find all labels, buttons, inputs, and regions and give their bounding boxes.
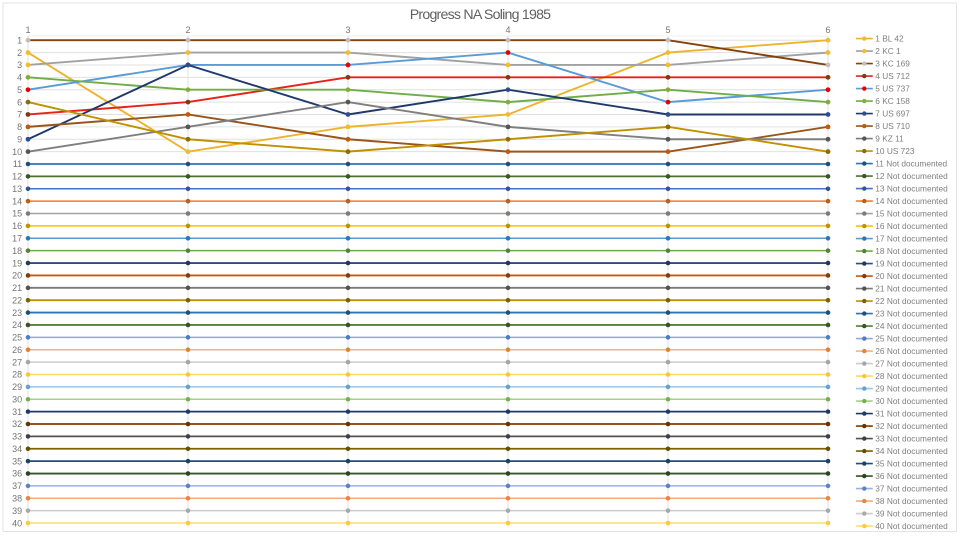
- svg-text:20 Not documented: 20 Not documented: [875, 271, 948, 281]
- svg-text:32 Not documented: 32 Not documented: [875, 421, 948, 431]
- svg-text:25 Not documented: 25 Not documented: [875, 334, 948, 344]
- svg-text:36: 36: [12, 469, 22, 479]
- svg-text:8 US 710: 8 US 710: [875, 121, 910, 131]
- svg-text:29 Not documented: 29 Not documented: [875, 384, 948, 394]
- svg-text:27: 27: [12, 357, 22, 367]
- svg-text:12: 12: [12, 172, 22, 182]
- svg-text:20: 20: [12, 271, 22, 281]
- svg-text:39: 39: [12, 506, 22, 516]
- svg-text:9 KZ 11: 9 KZ 11: [875, 134, 904, 144]
- svg-text:37: 37: [12, 481, 22, 491]
- svg-text:17: 17: [12, 234, 22, 244]
- svg-text:6: 6: [825, 25, 830, 35]
- svg-text:10 US 723: 10 US 723: [875, 146, 915, 156]
- svg-text:16: 16: [12, 221, 22, 231]
- svg-text:40: 40: [12, 518, 22, 528]
- svg-text:7 US 697: 7 US 697: [875, 109, 910, 119]
- svg-text:13: 13: [12, 184, 22, 194]
- svg-text:24: 24: [12, 320, 22, 330]
- svg-text:29: 29: [12, 382, 22, 392]
- svg-text:34 Not documented: 34 Not documented: [875, 446, 948, 456]
- svg-text:31: 31: [12, 407, 22, 417]
- svg-text:30 Not documented: 30 Not documented: [875, 396, 948, 406]
- svg-text:28: 28: [12, 370, 22, 380]
- svg-text:3: 3: [345, 25, 350, 35]
- svg-text:Progress NA Soling 1985: Progress NA Soling 1985: [410, 7, 551, 23]
- svg-text:11 Not documented: 11 Not documented: [875, 159, 947, 169]
- svg-text:10: 10: [12, 147, 22, 157]
- svg-text:22 Not documented: 22 Not documented: [875, 296, 948, 306]
- svg-text:1 BL 42: 1 BL 42: [875, 34, 904, 44]
- svg-text:23 Not documented: 23 Not documented: [875, 309, 948, 319]
- svg-text:19: 19: [12, 258, 22, 268]
- svg-text:7: 7: [17, 110, 22, 120]
- svg-text:23: 23: [12, 308, 22, 318]
- svg-text:3 KC 169: 3 KC 169: [875, 59, 910, 69]
- svg-text:28 Not documented: 28 Not documented: [875, 371, 948, 381]
- svg-text:16 Not documented: 16 Not documented: [875, 221, 948, 231]
- svg-text:2: 2: [185, 25, 190, 35]
- svg-text:38 Not documented: 38 Not documented: [875, 496, 948, 506]
- svg-text:14: 14: [12, 196, 22, 206]
- svg-text:31 Not documented: 31 Not documented: [875, 409, 948, 419]
- svg-text:35 Not documented: 35 Not documented: [875, 459, 948, 469]
- svg-text:2 KC 1: 2 KC 1: [875, 46, 901, 56]
- svg-text:5: 5: [17, 85, 22, 95]
- svg-text:27 Not documented: 27 Not documented: [875, 359, 948, 369]
- svg-text:9: 9: [17, 134, 22, 144]
- svg-text:4 US 712: 4 US 712: [875, 71, 910, 81]
- svg-text:21: 21: [12, 283, 22, 293]
- svg-text:15 Not documented: 15 Not documented: [875, 209, 948, 219]
- svg-text:34: 34: [12, 444, 22, 454]
- svg-text:26 Not documented: 26 Not documented: [875, 346, 948, 356]
- svg-text:13 Not documented: 13 Not documented: [875, 184, 948, 194]
- svg-text:38: 38: [12, 494, 22, 504]
- svg-text:33: 33: [12, 432, 22, 442]
- svg-text:8: 8: [17, 122, 22, 132]
- svg-text:14 Not documented: 14 Not documented: [875, 196, 948, 206]
- svg-text:11: 11: [13, 159, 22, 169]
- svg-text:17 Not documented: 17 Not documented: [875, 234, 948, 244]
- svg-text:39 Not documented: 39 Not documented: [875, 509, 948, 519]
- svg-text:24 Not documented: 24 Not documented: [875, 321, 948, 331]
- svg-text:15: 15: [12, 209, 22, 219]
- svg-text:30: 30: [12, 394, 22, 404]
- svg-text:33 Not documented: 33 Not documented: [875, 434, 948, 444]
- svg-text:2: 2: [17, 48, 22, 58]
- svg-text:26: 26: [12, 345, 22, 355]
- svg-text:40 Not documented: 40 Not documented: [875, 521, 948, 531]
- svg-text:4: 4: [505, 25, 510, 35]
- svg-text:19 Not documented: 19 Not documented: [875, 259, 948, 269]
- svg-text:5 US 737: 5 US 737: [875, 84, 910, 94]
- svg-text:3: 3: [17, 60, 22, 70]
- svg-text:21 Not documented: 21 Not documented: [875, 284, 948, 294]
- svg-text:18 Not documented: 18 Not documented: [875, 246, 948, 256]
- svg-text:5: 5: [665, 25, 670, 35]
- svg-text:1: 1: [17, 35, 22, 45]
- svg-text:32: 32: [12, 419, 22, 429]
- svg-text:18: 18: [12, 246, 22, 256]
- svg-text:4: 4: [17, 73, 22, 83]
- svg-text:22: 22: [12, 295, 22, 305]
- svg-text:6 KC 158: 6 KC 158: [875, 96, 910, 106]
- svg-text:35: 35: [12, 456, 22, 466]
- svg-text:12 Not documented: 12 Not documented: [875, 171, 948, 181]
- svg-text:36 Not documented: 36 Not documented: [875, 471, 948, 481]
- svg-text:1: 1: [25, 25, 30, 35]
- svg-text:25: 25: [12, 333, 22, 343]
- svg-text:37 Not documented: 37 Not documented: [875, 484, 948, 494]
- svg-text:6: 6: [17, 97, 22, 107]
